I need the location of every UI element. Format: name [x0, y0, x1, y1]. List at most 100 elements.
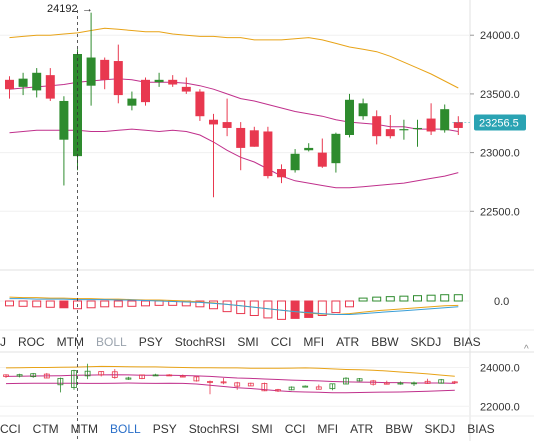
tab-mfi[interactable]: MFI [303, 335, 325, 349]
candle-down [181, 86, 191, 92]
candle-up [127, 98, 137, 106]
candle-up [290, 153, 300, 171]
navigator-candle [220, 381, 227, 384]
price-tick-label: 23500.0 [480, 89, 520, 101]
navigator-candle [356, 378, 363, 382]
tab2-mtm[interactable]: MTM [70, 422, 98, 436]
candle-down [195, 91, 205, 117]
indicator-bar-down [209, 300, 218, 310]
navigator-candle [111, 371, 118, 378]
indicator-bar-down [32, 300, 42, 308]
navigator-candle [193, 376, 200, 382]
tab2-ctm[interactable]: CTM [32, 422, 59, 436]
price-axis: 24000.0 23500.0 23000.0 22500.0 0.0 24000.0 22… [470, 30, 529, 413]
candle-up [73, 54, 82, 157]
navigator-tick-label: 22000.0 [480, 401, 520, 413]
tab2-atr[interactable]: ATR [350, 422, 374, 436]
tab-skdj[interactable]: SKDJ [410, 335, 442, 349]
indicator-tabs: J ROC MTM BOLL PSY StochRSI SMI CCI MFI ATR BBW SKD… [0, 331, 481, 353]
candle-down [236, 127, 246, 148]
navigator-candle [411, 382, 417, 385]
indicator-bar-down [141, 300, 150, 307]
tab-boll[interactable]: BOLL [96, 335, 127, 349]
candle-up [331, 133, 341, 164]
indicator-bar-down [331, 300, 341, 314]
navigator-candle [30, 373, 37, 378]
candle-up [18, 78, 28, 87]
tab-smi[interactable]: SMI [237, 335, 259, 349]
tab-cci[interactable]: CCI [270, 335, 292, 349]
indicator-bar-down [154, 300, 164, 306]
candle-down [222, 122, 232, 128]
candle-up [440, 109, 450, 131]
indicator-bar-down [236, 300, 246, 315]
tab2-bias[interactable]: BIAS [467, 422, 495, 436]
arrow-right-icon: → [82, 3, 93, 15]
navigator-boll-lower [5, 382, 455, 394]
indicator-line-b [9, 298, 459, 315]
boll-mid-line [9, 78, 459, 132]
boll-upper-line [9, 27, 459, 89]
tab2-psy[interactable]: PSY [152, 422, 177, 436]
candle-down [141, 79, 150, 103]
indicator-tick-label: 0.0 [494, 296, 509, 308]
navigator-boll-mid [5, 374, 455, 384]
indicator-bar-up [426, 294, 436, 302]
navigator-candle [166, 374, 173, 377]
candle-down [45, 75, 55, 99]
tab2-skdj[interactable]: SKDJ [424, 422, 456, 436]
indicator-bar-up [385, 296, 395, 302]
tab2-stochrsi[interactable]: StochRSI [188, 422, 240, 436]
tab-bbw[interactable]: BBW [371, 335, 399, 349]
candle-up [32, 72, 42, 91]
candle-down [209, 119, 218, 125]
navigator-candle [84, 370, 91, 377]
navigator-candle [288, 386, 295, 391]
indicator-bar-down [317, 300, 327, 316]
tab2-cci[interactable]: CCI [0, 422, 21, 436]
navigator-candle [16, 374, 23, 377]
indicator-tabs-secondary: CCI CTM MTM BOLL PSY StochRSI SMI CCI MFI ATR BBW S… [0, 418, 495, 440]
price-tick-label: 24000.0 [480, 30, 520, 42]
candle-up [86, 57, 96, 86]
candle-down [5, 79, 14, 90]
navigator-candle [438, 379, 445, 384]
tab-roc[interactable]: ROC [18, 335, 45, 349]
candle-down [426, 118, 436, 132]
collapse-icon: ^ [524, 344, 529, 355]
tab2-mfi[interactable]: MFI [317, 422, 339, 436]
tab-psy[interactable]: PSY [138, 335, 163, 349]
candle-up [399, 129, 409, 131]
tab2-boll[interactable]: BOLL [110, 422, 141, 436]
indicator-bar-up [399, 295, 409, 302]
indicator-bar-down [86, 300, 96, 309]
navigator-candle [370, 380, 377, 385]
navigator-candle [315, 386, 322, 390]
tab2-smi[interactable]: SMI [251, 422, 273, 436]
indicator-bar-down [195, 300, 205, 308]
navigator-tick-label: 24000.0 [480, 363, 520, 375]
tab2-bbw[interactable]: BBW [385, 422, 413, 436]
candle-down [453, 122, 463, 128]
candle-down [372, 116, 382, 137]
navigator-candle [152, 374, 159, 377]
candle-up [59, 100, 69, 140]
tab-atr[interactable]: ATR [336, 335, 360, 349]
candle-up [345, 99, 354, 135]
tab-j[interactable]: J [0, 335, 6, 349]
current-price-badge: 23256.5 [474, 114, 526, 131]
indicator-bar-down [59, 300, 69, 309]
indicator-bar-down [304, 300, 314, 318]
candle-down [168, 79, 178, 85]
tab-mtm[interactable]: MTM [56, 335, 84, 349]
candle-up [358, 103, 368, 117]
tab-bias[interactable]: BIAS [453, 335, 481, 349]
tab2-cci[interactable]: CCI [284, 422, 306, 436]
navigator-candle [424, 380, 431, 384]
indicator-bar-down [222, 300, 232, 313]
navigator-candle [234, 382, 241, 387]
tab-stochrsi[interactable]: StochRSI [174, 335, 226, 349]
bollinger-bands [9, 27, 459, 189]
